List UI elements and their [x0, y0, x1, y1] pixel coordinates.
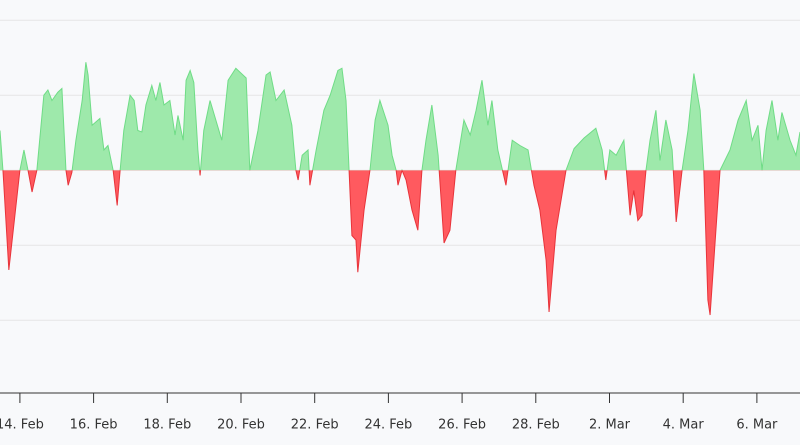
- x-tick-label: 22. Feb: [291, 418, 339, 433]
- x-tick-label: 20. Feb: [217, 418, 265, 433]
- x-tick-label: 6. Mar: [736, 418, 778, 433]
- x-tick-label: 28. Feb: [512, 418, 560, 433]
- x-tick-label: 26. Feb: [438, 418, 486, 433]
- plot-area: [0, 62, 800, 316]
- negative-line: [2, 170, 763, 316]
- x-tick-label: 24. Feb: [364, 418, 412, 433]
- x-tick-label: 16. Feb: [70, 418, 118, 433]
- x-tick-label: 2. Mar: [589, 418, 631, 433]
- x-axis: 14. Feb 16. Feb 18. Feb 20. Feb 22. Feb 24. F…: [0, 393, 778, 433]
- x-tick-label: 18. Feb: [143, 418, 191, 433]
- x-tick-label: 4. Mar: [663, 418, 705, 433]
- positive-line: [0, 62, 800, 171]
- x-tick-label: 14. Feb: [0, 418, 44, 433]
